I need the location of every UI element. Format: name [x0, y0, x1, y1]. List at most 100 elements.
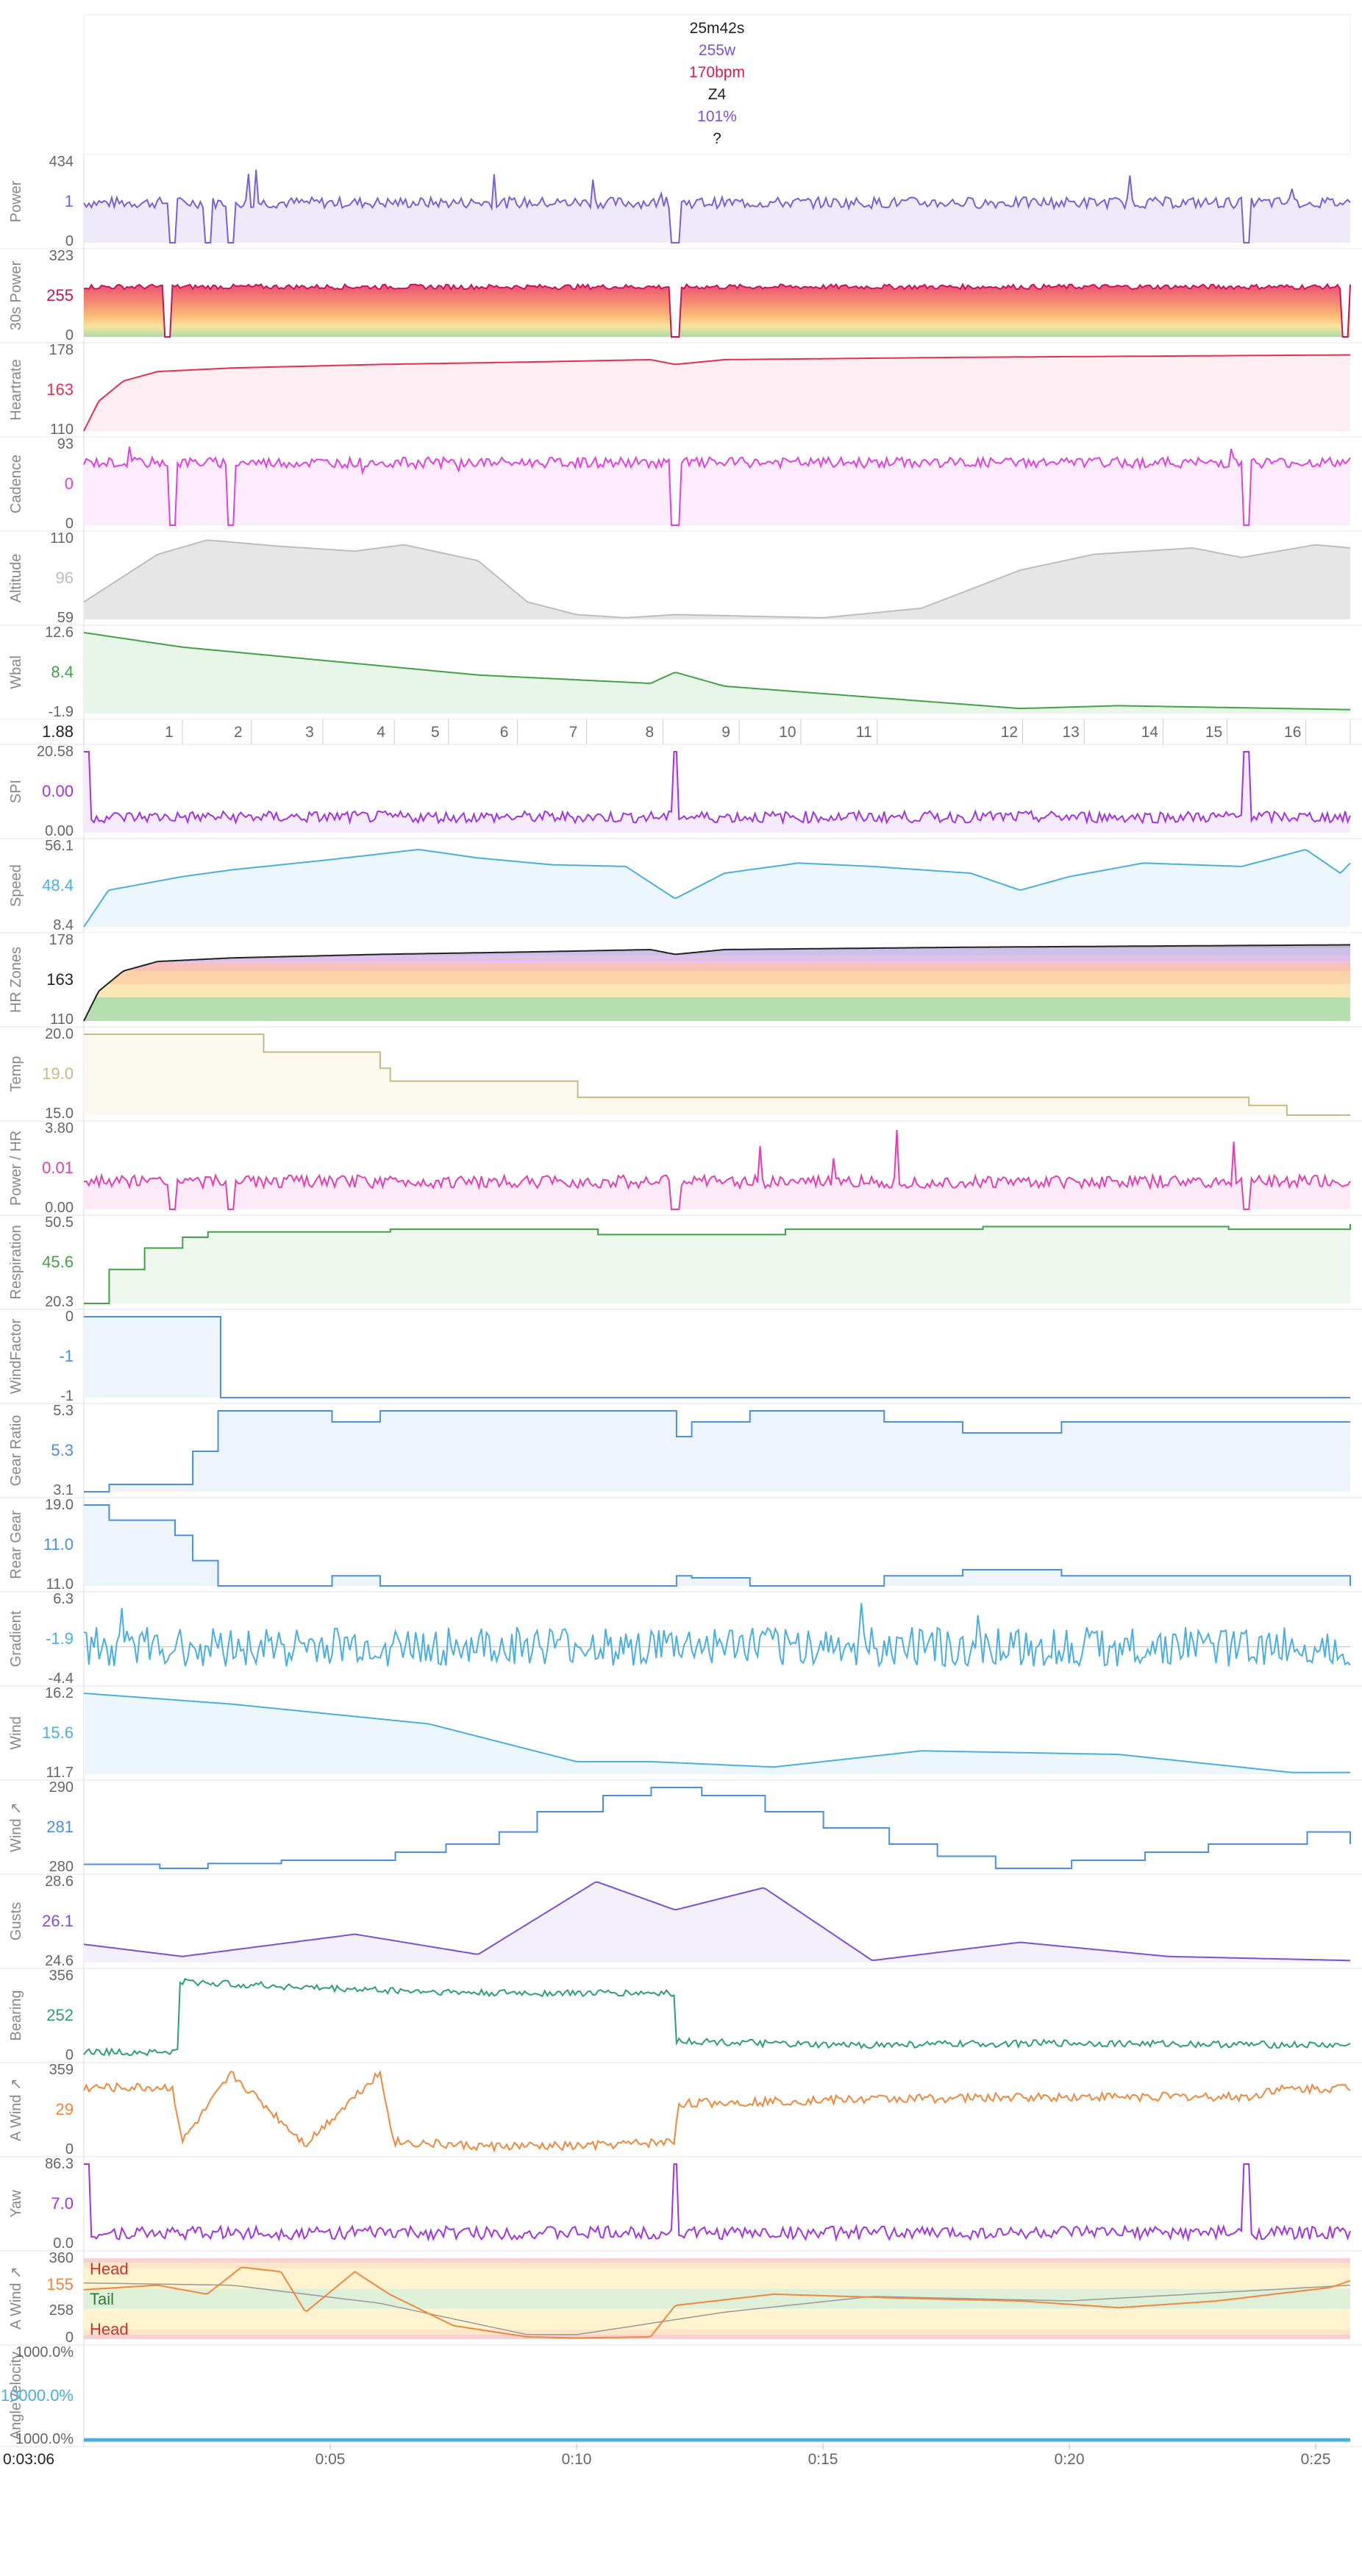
series-line[interactable]	[84, 751, 1351, 825]
lap-number[interactable]: 15	[1205, 724, 1222, 741]
panel-label: A Wind ↗	[8, 2266, 24, 2330]
lap-number[interactable]: 5	[431, 724, 440, 741]
panel-label: Gradient	[8, 1610, 24, 1667]
panel-label: Power	[8, 180, 24, 222]
current-value: 26.1	[42, 1912, 74, 1930]
wind-sector-band	[84, 2334, 1350, 2339]
panel-wind-[interactable]: Wind ↗ 290 281 280	[0, 1779, 1362, 1875]
series-line[interactable]	[83, 632, 1351, 711]
series-line[interactable]	[84, 1504, 1351, 1587]
zone-mask	[84, 933, 1350, 1021]
y-tick: 0	[65, 2330, 74, 2346]
series-line[interactable]	[83, 2266, 1351, 2339]
lap-number[interactable]: 10	[779, 724, 796, 741]
series-area	[84, 284, 1350, 337]
lap-number[interactable]: 4	[377, 724, 385, 741]
panel-cadence[interactable]: Cadence 93 0 0	[0, 436, 1362, 532]
lap-number[interactable]: 14	[1141, 724, 1159, 741]
time-axis: 0:05 0:10 0:15 0:20 0:25 0:03:06	[3, 2439, 1350, 2468]
panel-a-wind-compass-[interactable]: A Wind ↗ 360 155 258 0 Head Tail Head	[0, 2250, 1362, 2346]
lap-markers-bar[interactable]: 1.88 1 2 3 4 5 6 7 8 9 10 11 12 13 14 15 16	[0, 719, 1362, 745]
series-line[interactable]	[84, 1787, 1351, 1869]
panel-windfactor[interactable]: WindFactor 0 -1 -1	[0, 1309, 1362, 1404]
lap-number[interactable]: 13	[1062, 724, 1079, 741]
lap-number[interactable]: 11	[856, 724, 872, 741]
panel-speed[interactable]: Speed 56.1 48.4 8.4	[0, 838, 1362, 933]
y-tick: -1	[60, 1388, 74, 1404]
current-value: 155	[46, 2275, 74, 2294]
y-tick: 0	[65, 1309, 74, 1325]
y-tick: 24.6	[45, 1953, 74, 1969]
series-line[interactable]	[83, 539, 1351, 619]
panel-power[interactable]: Power 434 1 0	[0, 154, 1362, 249]
y-tick: 3.1	[53, 1482, 74, 1498]
panel-rear-gear[interactable]: Rear Gear 19.0 11.0 11.0	[0, 1497, 1362, 1593]
lap-number[interactable]: 6	[500, 724, 509, 741]
panel-wbal[interactable]: Wbal 12.6 8.4 -1.9	[0, 625, 1362, 720]
series-line[interactable]	[83, 446, 1351, 526]
hr-zone-band	[84, 983, 1350, 997]
lap-number[interactable]: 12	[1001, 724, 1018, 741]
series-line[interactable]	[83, 169, 1351, 243]
series-line[interactable]	[83, 1977, 1351, 2057]
series-line[interactable]	[83, 1881, 1351, 1962]
panel-spi[interactable]: SPI 20.58 0.00 0.00	[0, 744, 1362, 839]
panel-label: Wbal	[8, 655, 24, 689]
lap-number[interactable]: 9	[721, 724, 730, 741]
series-line[interactable]	[84, 1410, 1350, 1492]
y-tick: 1000.0%	[15, 2431, 74, 2447]
lap-number[interactable]: 1	[165, 724, 174, 741]
series-area	[84, 850, 1350, 927]
panel-gusts[interactable]: Gusts 28.6 26.1 24.6	[0, 1874, 1362, 1969]
panel-power-hr[interactable]: Power / HR 3.80 0.01 0.00	[0, 1120, 1362, 1216]
lap-number[interactable]: 7	[569, 724, 578, 741]
current-value: 252	[46, 2006, 74, 2024]
lap-number[interactable]: 3	[305, 724, 314, 741]
header-line-2: 170bpm	[689, 64, 745, 81]
panel-label: WindFactor	[8, 1319, 24, 1395]
panel-bearing[interactable]: Bearing 356 252 0	[0, 1968, 1362, 2063]
panel-yaw[interactable]: Yaw 86.3 7.0 0.0	[0, 2156, 1362, 2252]
series-line[interactable]	[84, 1223, 1351, 1304]
panel-30s-power[interactable]: 30s Power 323 255 0	[0, 248, 1362, 344]
panel-label: Gusts	[8, 1902, 24, 1940]
lap-number[interactable]: 16	[1284, 724, 1301, 741]
y-tick: 0	[65, 233, 74, 249]
panel-label: Altitude	[8, 554, 24, 603]
current-value: 29	[56, 2100, 74, 2118]
series-area	[84, 1317, 1350, 1398]
series-line[interactable]	[84, 2163, 1351, 2243]
series-line[interactable]	[83, 2069, 1351, 2153]
panel-altitude[interactable]: Altitude 110 96 59	[0, 530, 1362, 626]
series-line[interactable]	[83, 1603, 1351, 1668]
series-line[interactable]	[84, 1316, 1350, 1398]
panel-hr-zones[interactable]: HR Zones 178 163 110	[0, 932, 1362, 1028]
header-line-0: 25m42s	[690, 20, 745, 37]
y-tick: 28.6	[45, 1874, 74, 1890]
y-tick: 0.00	[45, 823, 74, 839]
series-line[interactable]	[83, 354, 1350, 432]
panel-a-wind-[interactable]: A Wind ↗ 359 29 0	[0, 2062, 1362, 2157]
time-tick: 0:05	[315, 2451, 346, 2468]
time-tick: 0:20	[1055, 2451, 1085, 2468]
series-line[interactable]	[83, 944, 1350, 1022]
panel-gear-ratio[interactable]: Gear Ratio 5.3 5.3 3.1	[0, 1403, 1362, 1498]
panel-gradient[interactable]: Gradient 6.3 -1.9 -4.4	[0, 1591, 1362, 1687]
y-tick: 110	[50, 530, 74, 547]
series-line[interactable]	[83, 1693, 1350, 1773]
panel-heartrate[interactable]: Heartrate 178 163 110	[0, 342, 1362, 438]
series-line[interactable]	[83, 282, 1351, 338]
lap-number[interactable]: 2	[234, 724, 243, 741]
y-tick: 20.3	[45, 1294, 74, 1310]
current-value: -1.9	[46, 1629, 74, 1648]
series-line[interactable]	[83, 1129, 1351, 1210]
lap-number[interactable]: 8	[645, 724, 654, 741]
series-line[interactable]	[83, 848, 1351, 928]
panel-temp[interactable]: Temp 20.0 19.0 15.0	[0, 1026, 1362, 1122]
panel-respiration[interactable]: Respiration 50.5 45.6 20.3	[0, 1214, 1362, 1310]
panel-wind[interactable]: Wind 16.2 15.6 11.7	[0, 1685, 1362, 1781]
series-line[interactable]	[84, 1033, 1350, 1116]
